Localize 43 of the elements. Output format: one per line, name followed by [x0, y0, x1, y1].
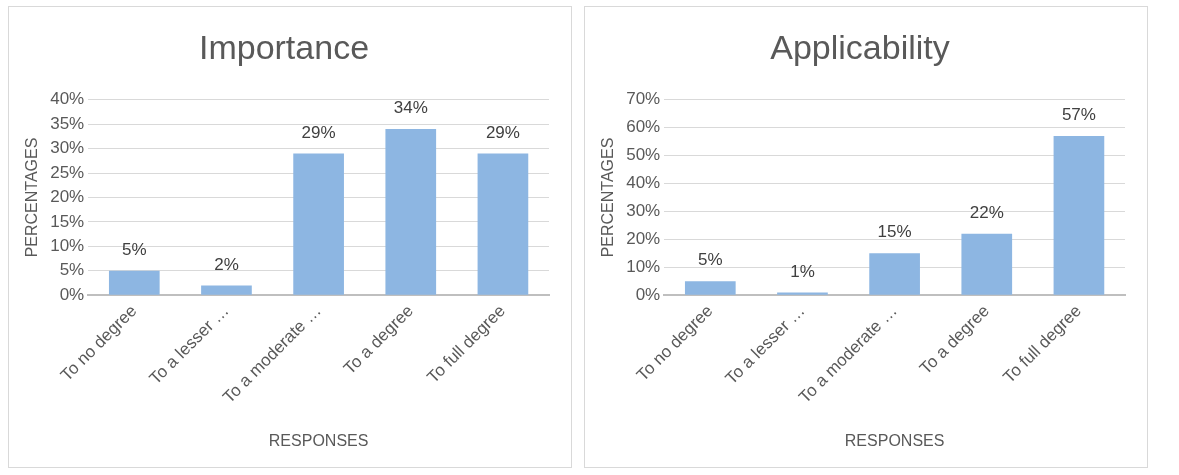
y-axis-title: PERCENTAGES — [23, 137, 41, 258]
bar — [385, 129, 437, 295]
y-tick-label: 20% — [50, 187, 85, 207]
data-label: 34% — [393, 98, 428, 118]
bar — [293, 153, 344, 295]
y-tick-label: 60% — [626, 117, 661, 137]
chart-title: Applicability — [770, 27, 950, 66]
y-tick-label: 0% — [635, 284, 661, 304]
bar — [201, 285, 252, 295]
bar — [1053, 136, 1105, 295]
y-tick-label: 70% — [626, 89, 661, 109]
data-label: 2% — [214, 254, 239, 274]
y-tick-label: 20% — [626, 229, 661, 249]
y-axis-title: PERCENTAGES — [599, 137, 617, 258]
bar — [684, 281, 736, 295]
y-tick-label: 25% — [50, 162, 85, 182]
y-tick-label: 15% — [50, 211, 85, 231]
data-label: 29% — [301, 122, 336, 142]
data-label: 29% — [485, 122, 520, 142]
y-tick-label: 35% — [50, 113, 85, 133]
y-tick-label: 30% — [626, 201, 661, 221]
y-tick-label: 40% — [626, 173, 661, 193]
data-label: 22% — [969, 202, 1004, 222]
bar — [869, 253, 920, 295]
bar — [477, 153, 529, 295]
y-tick-label: 10% — [626, 256, 661, 276]
y-tick-label: 40% — [50, 89, 85, 109]
data-label: 5% — [122, 239, 147, 259]
data-label: 5% — [698, 250, 723, 270]
data-label: 1% — [790, 261, 815, 281]
data-label: 15% — [877, 222, 912, 242]
y-tick-label: 30% — [50, 138, 85, 158]
x-axis-title: RESPONSES — [268, 431, 369, 449]
y-tick-label: 0% — [59, 284, 85, 304]
y-tick-label: 50% — [626, 145, 661, 165]
chart-title: Importance — [198, 27, 370, 66]
bar — [777, 292, 828, 295]
bar — [108, 270, 160, 295]
y-tick-label: 10% — [50, 236, 85, 256]
bar — [961, 233, 1013, 295]
x-axis-title: RESPONSES — [844, 431, 945, 449]
data-label: 57% — [1061, 105, 1096, 125]
y-tick-label: 5% — [59, 260, 85, 280]
